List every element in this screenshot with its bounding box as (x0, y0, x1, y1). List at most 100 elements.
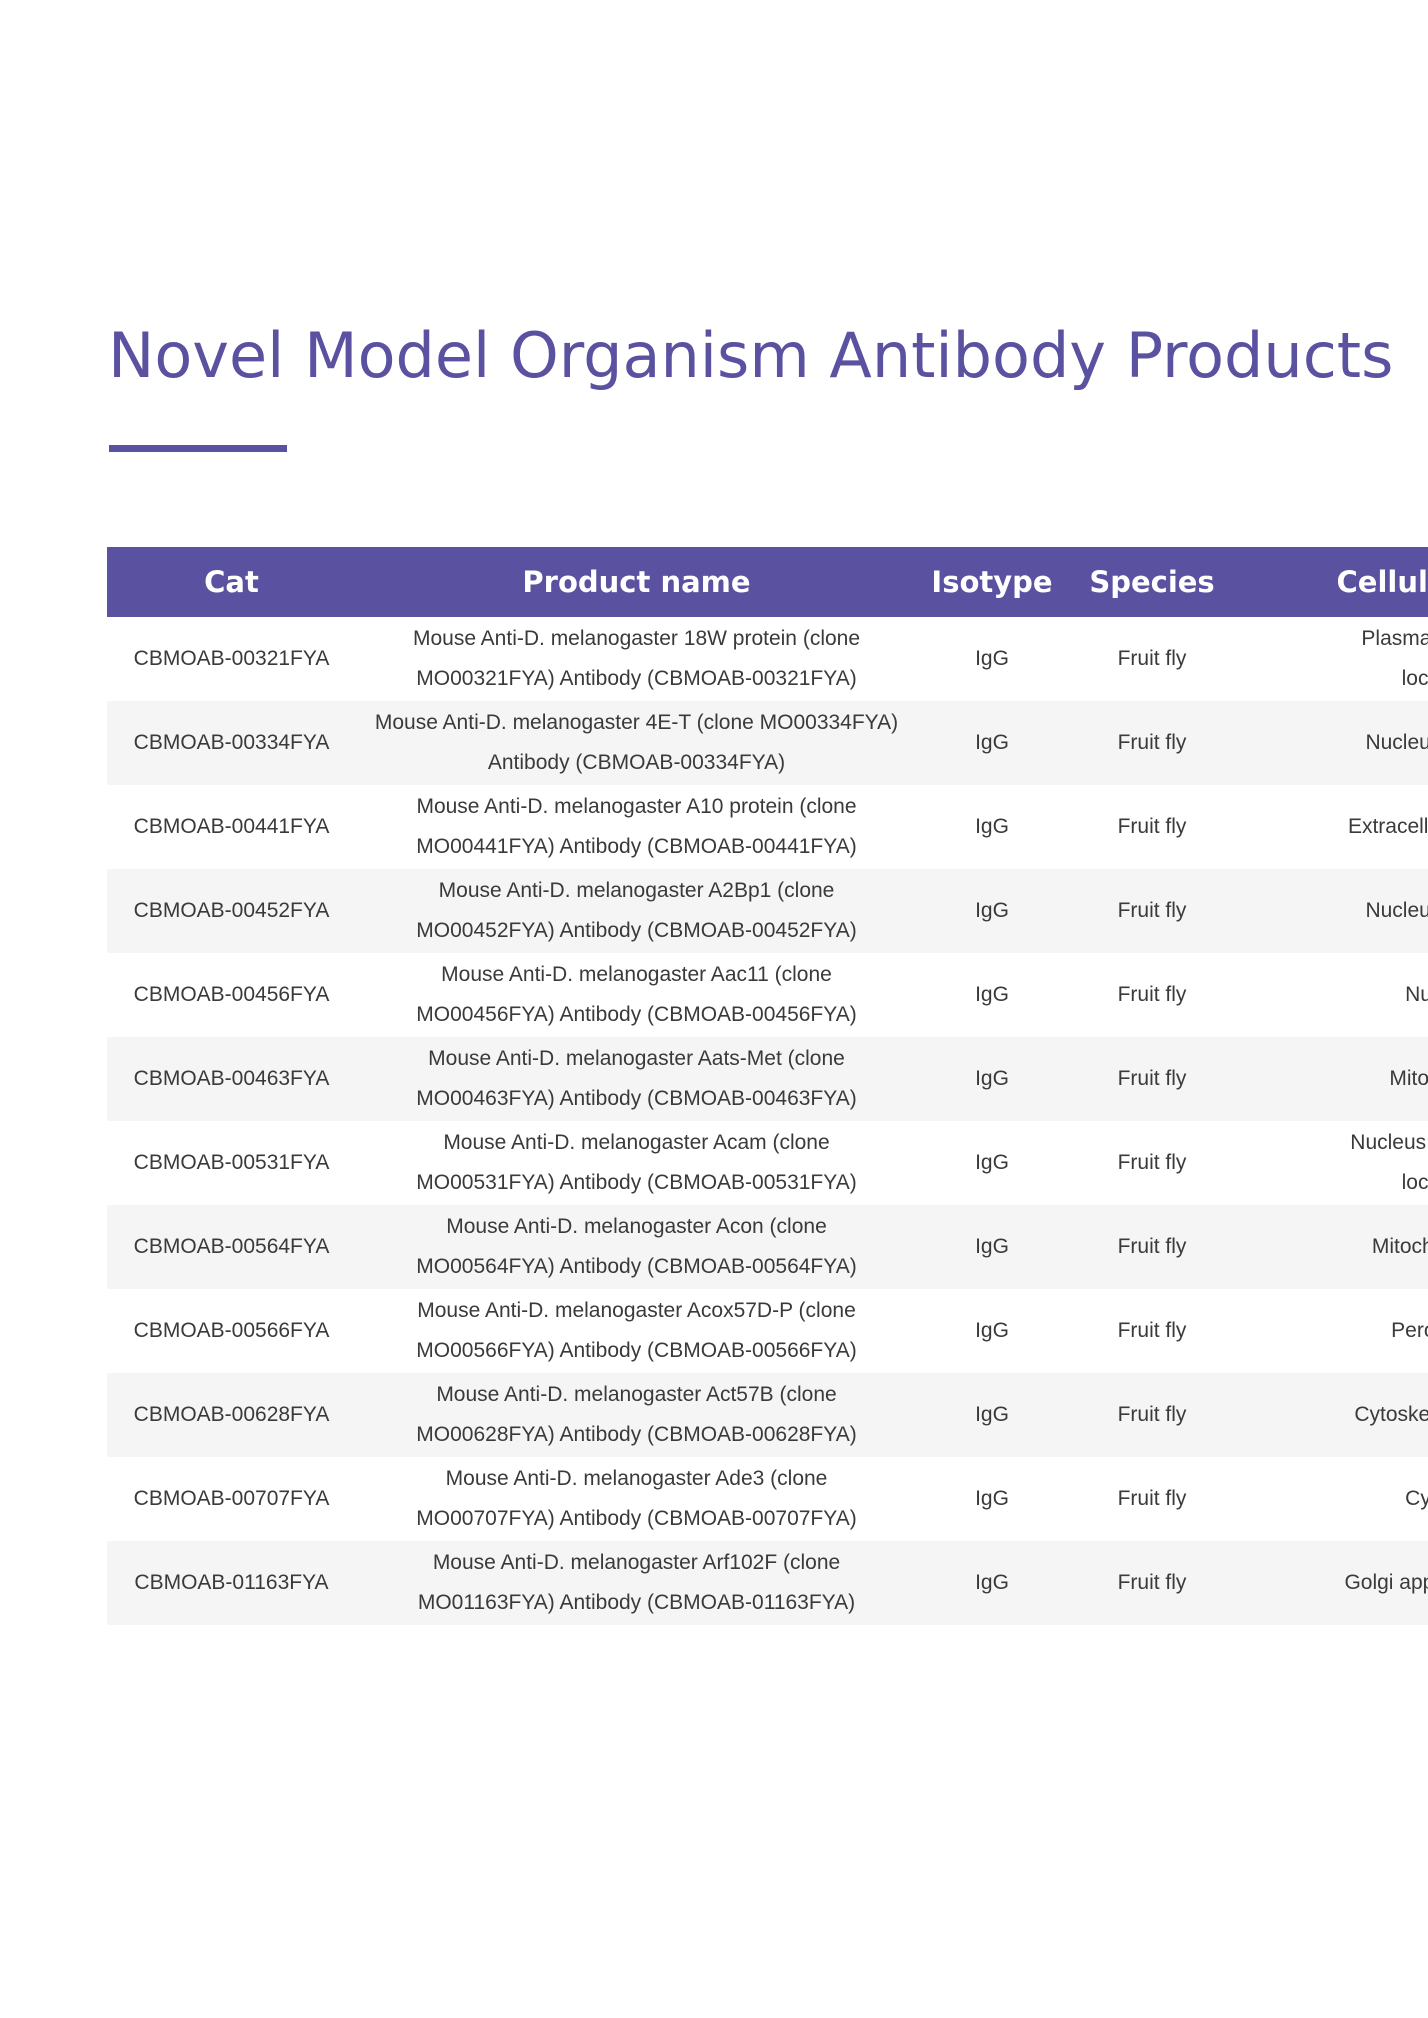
product-name-line-2: MO00456FYA) Antibody (CBMOAB-00456FYA) (416, 1003, 857, 1026)
product-name-line-2: MO00564FYA) Antibody (CBMOAB-00564FYA) (416, 1255, 857, 1278)
cell-cellular-location: Extracellular regio (1237, 785, 1428, 869)
product-name-line-1: Mouse Anti-D. melanogaster Aac11 (clone (441, 963, 832, 986)
table-row: CBMOAB-00566FYA Mouse Anti-D. melanogast… (107, 1289, 1428, 1373)
product-name-line-2: Antibody (CBMOAB-00334FYA) (487, 751, 786, 774)
page-title: Novel Model Organism Antibody Products (108, 319, 1394, 392)
cell-species: Fruit fly (1067, 869, 1237, 953)
cell-isotype: IgG (975, 815, 1009, 838)
cell-isotype: IgG (975, 1319, 1009, 1342)
cell-cat: CBMOAB-00564FYA (107, 1205, 356, 1289)
cell-cellular-location: Nucle (1237, 953, 1428, 1037)
cell-isotype: IgG (917, 869, 1067, 953)
location-line-1: Extracellular regio (1347, 815, 1428, 838)
cell-product-name: Mouse Anti-D. melanogaster A10 protein (… (356, 785, 917, 869)
header-species: Species (1067, 547, 1237, 617)
cell-isotype: IgG (975, 1151, 1009, 1174)
location-line-2: locatio (1401, 667, 1428, 690)
cell-product-name: Mouse Anti-D. melanogaster Act57B (clone… (356, 1373, 917, 1457)
location-line-2: locatio (1401, 1171, 1428, 1194)
table-row: CBMOAB-00452FYA Mouse Anti-D. melanogast… (107, 869, 1428, 953)
title-underline (109, 445, 287, 452)
cell-species: Fruit fly (1117, 1151, 1187, 1174)
cell-cellular-location: Nucleus; Othe (1237, 869, 1428, 953)
cell-isotype: IgG (917, 701, 1067, 785)
cell-species: Fruit fly (1067, 1541, 1237, 1625)
header-isotype: Isotype (917, 547, 1067, 617)
cell-cellular-location: Golgi apparatus; C (1237, 1541, 1428, 1625)
cell-species: Fruit fly (1117, 647, 1187, 670)
table-header-row: Cat Product name Isotype Species Cellula… (107, 547, 1428, 617)
table-row: CBMOAB-00628FYA Mouse Anti-D. melanogast… (107, 1373, 1428, 1457)
cell-product-name: Mouse Anti-D. melanogaster Arf102F (clon… (356, 1541, 917, 1625)
cell-species: Fruit fly (1067, 701, 1237, 785)
product-name-line-2: MO00452FYA) Antibody (CBMOAB-00452FYA) (416, 919, 857, 942)
products-table-container: Cat Product name Isotype Species Cellula… (107, 547, 1428, 1632)
product-name-line-2: MO00707FYA) Antibody (CBMOAB-00707FYA) (416, 1507, 857, 1530)
table-row: CBMOAB-00463FYA Mouse Anti-D. melanogast… (107, 1037, 1428, 1121)
cell-cellular-location: Nucleus; Othe (1237, 701, 1428, 785)
cell-cat: CBMOAB-00463FYA (107, 1037, 356, 1121)
product-name-line-1: Mouse Anti-D. melanogaster 4E-T (clone M… (374, 711, 899, 734)
cell-species: Fruit fly (1067, 1205, 1237, 1289)
product-name-line-1: Mouse Anti-D. melanogaster Acox57D-P (cl… (417, 1299, 856, 1322)
cell-isotype: IgG (975, 983, 1009, 1006)
cell-cat: CBMOAB-00441FYA (133, 815, 330, 838)
cell-isotype: IgG (975, 1487, 1009, 1510)
product-name-line-1: Mouse Anti-D. melanogaster 18W protein (… (412, 627, 861, 650)
location-line-1: Plasma Membr (1361, 627, 1428, 650)
cell-species: Fruit fly (1117, 815, 1187, 838)
product-name-line-2: MO00441FYA) Antibody (CBMOAB-00441FYA) (416, 835, 857, 858)
cell-cat: CBMOAB-00628FYA (107, 1373, 356, 1457)
location-line-1: Cytos (1405, 1487, 1428, 1510)
cell-product-name: Mouse Anti-D. melanogaster Ade3 (clone MO… (356, 1457, 917, 1541)
header-product-name: Product name (356, 547, 917, 617)
cell-cat: CBMOAB-00707FYA (133, 1487, 330, 1510)
cell-product-name: Mouse Anti-D. melanogaster Acox57D-P (cl… (356, 1289, 917, 1373)
product-name-line-2: MO01163FYA) Antibody (CBMOAB-01163FYA) (417, 1591, 856, 1614)
cell-isotype: IgG (917, 1541, 1067, 1625)
product-name-line-2: MO00321FYA) Antibody (CBMOAB-00321FYA) (416, 667, 857, 690)
table-row: CBMOAB-00334FYA Mouse Anti-D. melanogast… (107, 701, 1428, 785)
cell-product-name: Mouse Anti-D. melanogaster 4E-T (clone M… (356, 701, 917, 785)
cell-species: Fruit fly (1067, 1037, 1237, 1121)
cell-isotype: IgG (917, 1205, 1067, 1289)
cell-cat: CBMOAB-00321FYA (133, 647, 330, 670)
location-line-1: Nucle (1405, 983, 1428, 1006)
cell-cat: CBMOAB-00566FYA (133, 1319, 330, 1342)
cell-cellular-location: Plasma Membr locatio (1237, 617, 1428, 701)
product-name-line-1: Mouse Anti-D. melanogaster Acam (clone (443, 1131, 830, 1154)
table-row: CBMOAB-00707FYA Mouse Anti-D. melanogast… (107, 1457, 1428, 1541)
cell-cellular-location: Cytoskeleton; Ot (1237, 1373, 1428, 1457)
cell-species: Fruit fly (1117, 1487, 1187, 1510)
location-line-1: Nucleus; Othe (1365, 899, 1428, 922)
cell-cat: CBMOAB-00531FYA (133, 1151, 330, 1174)
cell-species: Fruit fly (1117, 983, 1187, 1006)
location-line-1: Golgi apparatus; C (1344, 1571, 1428, 1594)
product-name-line-1: Mouse Anti-D. melanogaster Aats-Met (clo… (428, 1047, 845, 1070)
cell-product-name: Mouse Anti-D. melanogaster Acon (clone MO… (356, 1205, 917, 1289)
cell-cellular-location: Cytos (1237, 1457, 1428, 1541)
cell-isotype: IgG (975, 647, 1009, 670)
location-line-1: Mitochon (1389, 1067, 1428, 1090)
table-row: CBMOAB-00456FYA Mouse Anti-D. melanogast… (107, 953, 1428, 1037)
product-name-line-1: Mouse Anti-D. melanogaster Act57B (clone (436, 1383, 837, 1406)
cell-cellular-location: Peroxiso (1237, 1289, 1428, 1373)
product-name-line-1: Mouse Anti-D. melanogaster Ade3 (clone (445, 1467, 828, 1490)
cell-product-name: Mouse Anti-D. melanogaster Aats-Met (clo… (356, 1037, 917, 1121)
cell-isotype: IgG (917, 1373, 1067, 1457)
table-row: CBMOAB-00564FYA Mouse Anti-D. melanogast… (107, 1205, 1428, 1289)
location-line-1: Peroxiso (1391, 1319, 1428, 1342)
location-line-1: Nucleus; Othe (1365, 731, 1428, 754)
cell-product-name: Mouse Anti-D. melanogaster Aac11 (clone M… (356, 953, 917, 1037)
cell-isotype: IgG (917, 1037, 1067, 1121)
header-cellular-location: Cellular Loc (1237, 547, 1428, 617)
location-line-1: Nucleus; Cytoske (1350, 1131, 1428, 1154)
cell-cat: CBMOAB-00334FYA (107, 701, 356, 785)
cell-product-name: Mouse Anti-D. melanogaster 18W protein (… (356, 617, 917, 701)
table-row: CBMOAB-00321FYA Mouse Anti-D. melanogast… (107, 617, 1428, 701)
product-name-line-1: Mouse Anti-D. melanogaster A2Bp1 (clone (438, 879, 835, 902)
cell-cat: CBMOAB-01163FYA (107, 1541, 356, 1625)
cell-cellular-location: Nucleus; Cytoske locatio (1237, 1121, 1428, 1205)
product-name-line-1: Mouse Anti-D. melanogaster Acon (clone (446, 1215, 827, 1238)
table-row: CBMOAB-01163FYA Mouse Anti-D. melanogast… (107, 1541, 1428, 1625)
